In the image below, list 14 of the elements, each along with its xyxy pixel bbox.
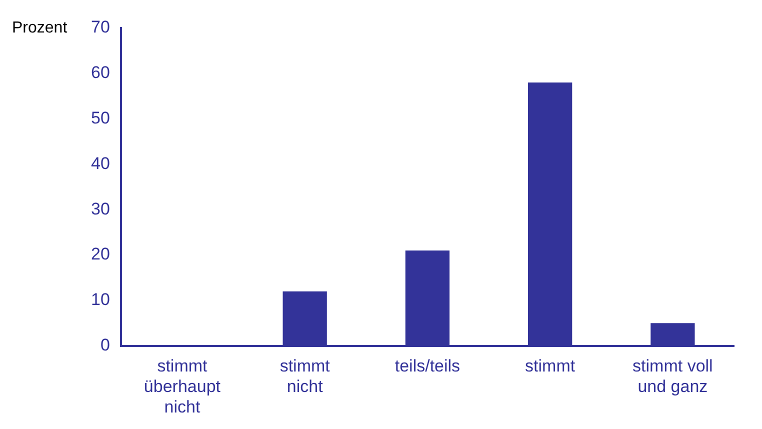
y-tick-label: 50 xyxy=(90,108,110,128)
y-tick-label: 70 xyxy=(90,18,110,37)
y-tick-label: 20 xyxy=(90,244,110,264)
x-tick-label: stimmt xyxy=(525,356,576,376)
y-axis-title: Prozent xyxy=(12,19,68,36)
x-tick-label: stimmt nicht xyxy=(280,356,330,396)
x-tick-label: stimmt voll und ganz xyxy=(632,356,713,396)
y-tick-label: 40 xyxy=(90,154,110,173)
y-tick-label: 10 xyxy=(90,290,110,310)
y-tick-label: 30 xyxy=(90,199,110,218)
x-tick-label: teils/teils xyxy=(394,356,460,376)
y-tick-label: 60 xyxy=(90,63,110,82)
y-tick-label: 0 xyxy=(100,335,110,354)
x-tick-label: stimmt überhaupt nicht xyxy=(144,356,221,416)
